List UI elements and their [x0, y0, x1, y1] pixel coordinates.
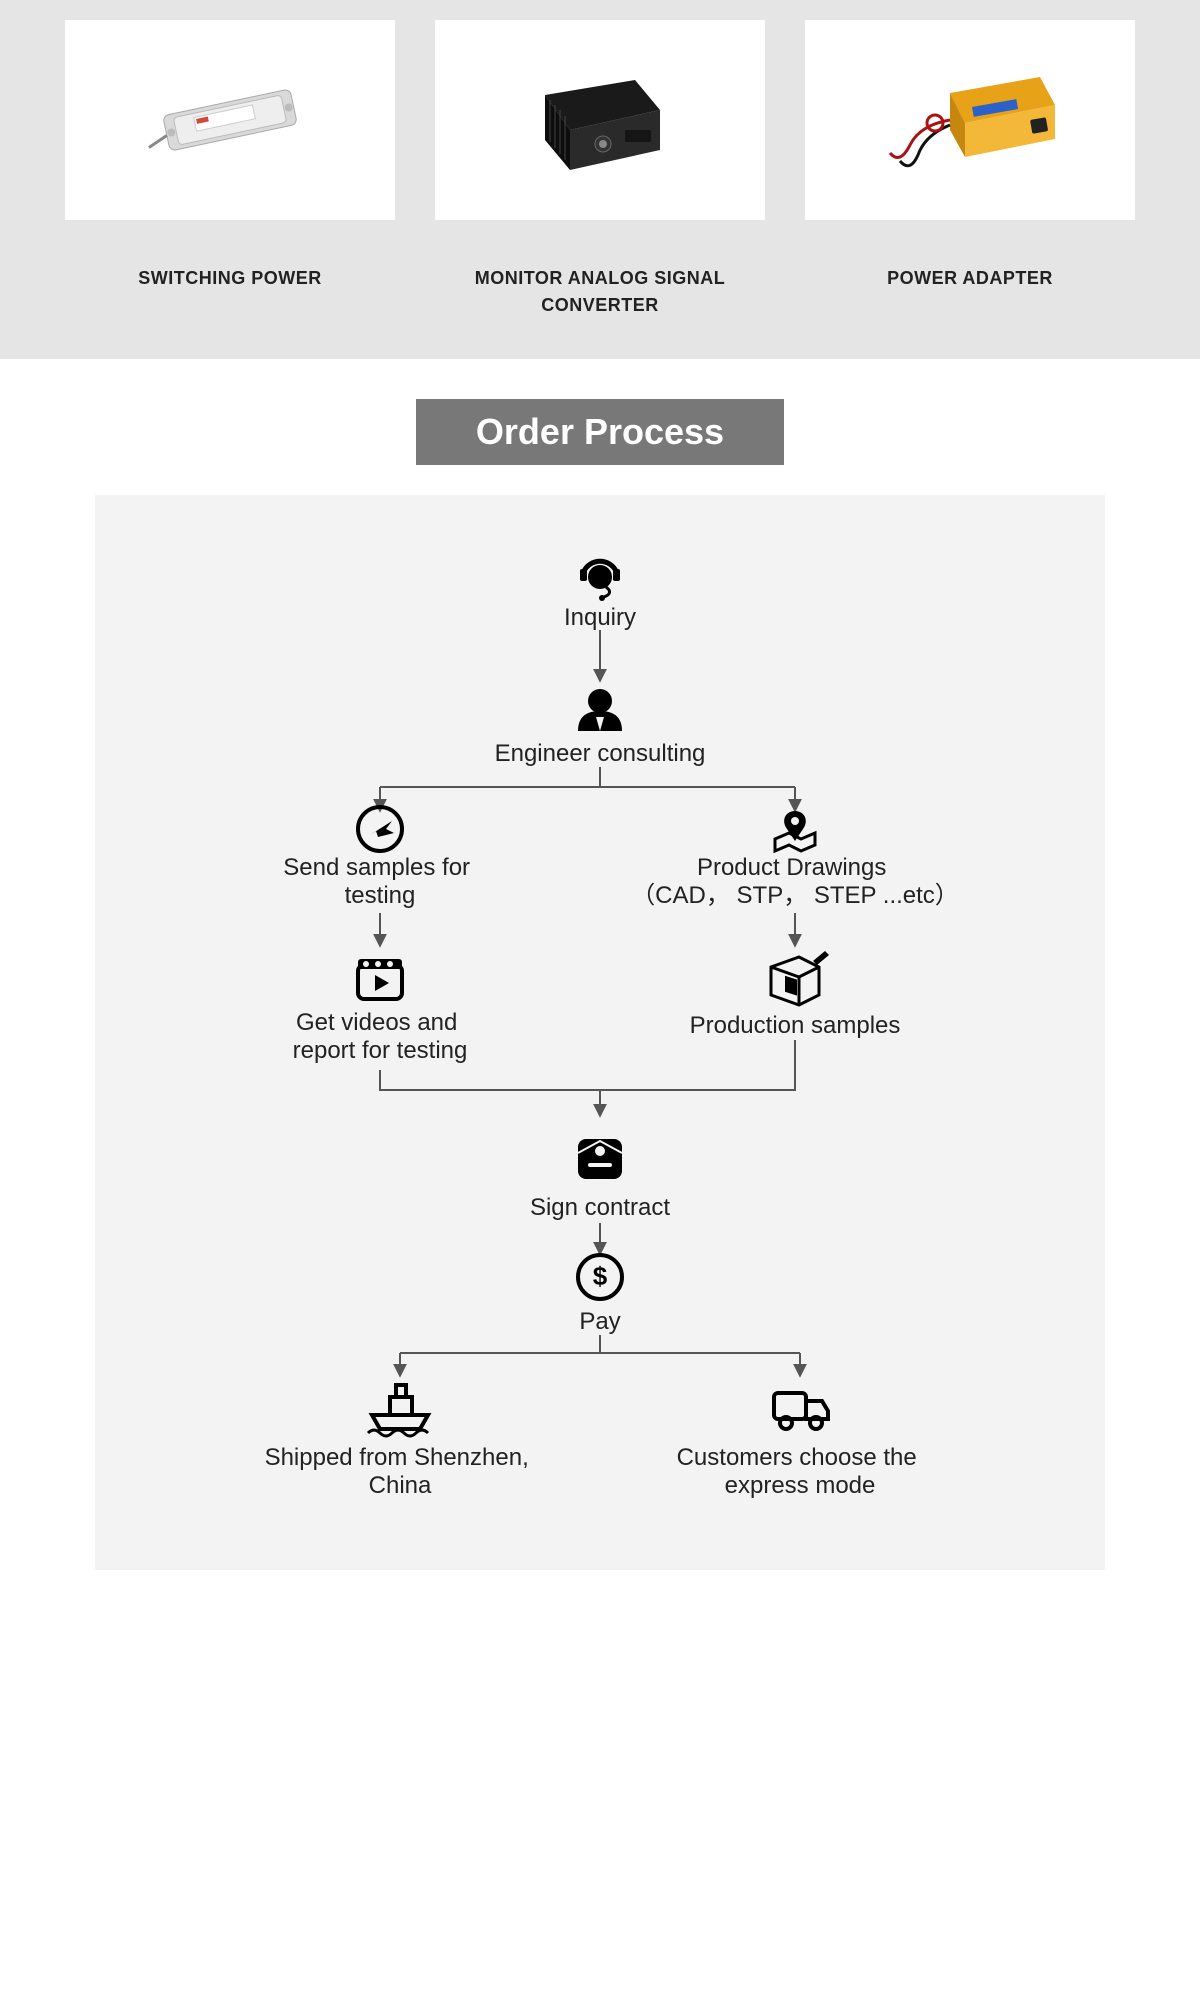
inquiry-icon	[580, 561, 620, 601]
videos-label: Get videos and report for testing	[293, 1009, 468, 1064]
express-icon	[774, 1393, 828, 1429]
svg-text:$: $	[593, 1261, 608, 1291]
order-process-flow: Inquiry Engineer consulting Send samples…	[95, 495, 1105, 1570]
product-card: MONITOR ANALOG SIGNALCONVERTER	[435, 20, 765, 319]
pay-label: Pay	[579, 1308, 620, 1335]
flowchart-svg: Inquiry Engineer consulting Send samples…	[145, 535, 1055, 1515]
sign-label: Sign contract	[530, 1194, 670, 1221]
product-label: POWER ADAPTER	[887, 265, 1053, 292]
express-label: Customers choose the express mode	[677, 1444, 924, 1499]
power-adapter-icon	[880, 65, 1060, 175]
product-image-adapter	[805, 20, 1135, 220]
product-label: SWITCHING POWER	[138, 265, 322, 292]
sign-icon	[578, 1139, 622, 1179]
product-image-converter	[435, 20, 765, 220]
converter-icon	[525, 60, 675, 180]
ship-label: Shipped from Shenzhen, China	[265, 1444, 536, 1499]
order-process-banner: Order Process	[416, 399, 784, 465]
drawings-label: Product Drawings （CAD， STP， STEP ...etc）	[631, 854, 959, 909]
products-section: SWITCHING POWER	[0, 0, 1200, 359]
engineer-icon	[578, 689, 622, 731]
videos-icon	[358, 959, 402, 999]
product-card: POWER ADAPTER	[805, 20, 1135, 319]
inquiry-label: Inquiry	[564, 604, 636, 631]
product-image-switching-power	[65, 20, 395, 220]
prodsamples-label: Production samples	[690, 1012, 901, 1039]
samples-label-1: Send samples for testing	[283, 854, 476, 909]
product-label: MONITOR ANALOG SIGNALCONVERTER	[475, 265, 726, 319]
product-card: SWITCHING POWER	[65, 20, 395, 319]
pay-icon: $	[578, 1255, 622, 1299]
production-icon	[771, 951, 829, 1005]
drawings-icon	[775, 811, 815, 851]
engineer-label: Engineer consulting	[495, 740, 706, 767]
switching-power-icon	[140, 80, 320, 160]
ship-icon	[368, 1385, 428, 1436]
send-samples-icon	[358, 807, 402, 851]
